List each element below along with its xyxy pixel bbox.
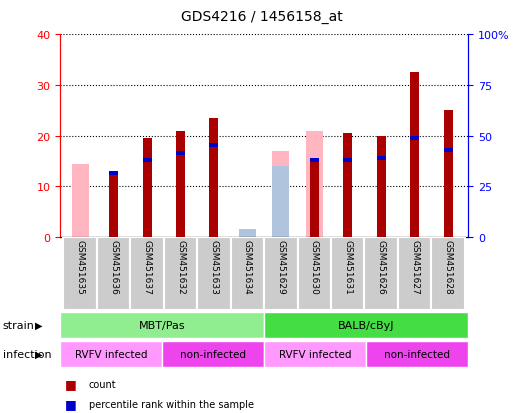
Bar xyxy=(60,312,264,339)
Bar xyxy=(272,166,289,237)
Text: BALB/cByJ: BALB/cByJ xyxy=(338,320,394,330)
Bar xyxy=(264,312,468,339)
Text: RVFV infected: RVFV infected xyxy=(279,349,351,359)
Text: infection: infection xyxy=(3,349,51,359)
Text: GSM451630: GSM451630 xyxy=(310,240,319,294)
Text: RVFV infected: RVFV infected xyxy=(75,349,147,359)
Text: GSM451632: GSM451632 xyxy=(176,240,185,294)
Bar xyxy=(209,144,219,148)
Bar xyxy=(162,341,264,368)
Bar xyxy=(164,237,197,310)
Bar xyxy=(239,230,256,237)
Bar xyxy=(272,152,289,237)
Text: GSM451637: GSM451637 xyxy=(143,240,152,294)
Text: GSM451634: GSM451634 xyxy=(243,240,252,294)
Bar xyxy=(63,237,97,310)
Bar xyxy=(298,237,331,310)
Bar xyxy=(143,139,152,237)
Bar xyxy=(176,152,185,156)
Text: GSM451626: GSM451626 xyxy=(377,240,385,294)
Bar xyxy=(398,237,431,310)
Text: GSM451633: GSM451633 xyxy=(209,240,219,294)
Bar xyxy=(231,237,264,310)
Bar xyxy=(310,161,319,237)
Bar xyxy=(209,119,219,237)
Text: strain: strain xyxy=(3,320,35,330)
Bar xyxy=(377,157,385,161)
Text: GSM451635: GSM451635 xyxy=(76,240,85,294)
Bar xyxy=(365,237,398,310)
Text: GSM451627: GSM451627 xyxy=(410,240,419,294)
Bar xyxy=(176,131,185,237)
Bar xyxy=(410,73,419,237)
Text: non-infected: non-infected xyxy=(180,349,246,359)
Text: ■: ■ xyxy=(65,377,77,391)
Bar xyxy=(343,134,352,237)
Bar xyxy=(109,172,118,237)
Bar xyxy=(143,159,152,163)
Text: percentile rank within the sample: percentile rank within the sample xyxy=(89,399,254,409)
Bar xyxy=(431,237,465,310)
Bar xyxy=(60,341,162,368)
Bar xyxy=(306,131,323,237)
Text: count: count xyxy=(89,379,117,389)
Bar xyxy=(197,237,231,310)
Text: GSM451629: GSM451629 xyxy=(276,240,286,294)
Text: non-infected: non-infected xyxy=(384,349,450,359)
Bar xyxy=(331,237,365,310)
Bar xyxy=(130,237,164,310)
Bar xyxy=(264,237,298,310)
Text: GSM451628: GSM451628 xyxy=(444,240,452,294)
Bar xyxy=(310,159,319,163)
Bar xyxy=(264,341,366,368)
Bar xyxy=(72,164,88,237)
Bar xyxy=(343,159,352,163)
Bar xyxy=(444,149,452,153)
Bar xyxy=(109,172,118,176)
Bar xyxy=(410,136,419,140)
Text: GSM451631: GSM451631 xyxy=(343,240,352,294)
Text: ▶: ▶ xyxy=(35,349,42,359)
Bar xyxy=(444,111,452,237)
Bar xyxy=(97,237,130,310)
Bar xyxy=(366,341,468,368)
Text: MBT/Pas: MBT/Pas xyxy=(139,320,186,330)
Text: GDS4216 / 1456158_at: GDS4216 / 1456158_at xyxy=(180,10,343,24)
Text: ■: ■ xyxy=(65,397,77,411)
Bar xyxy=(377,136,385,237)
Text: ▶: ▶ xyxy=(35,320,42,330)
Text: GSM451636: GSM451636 xyxy=(109,240,118,294)
